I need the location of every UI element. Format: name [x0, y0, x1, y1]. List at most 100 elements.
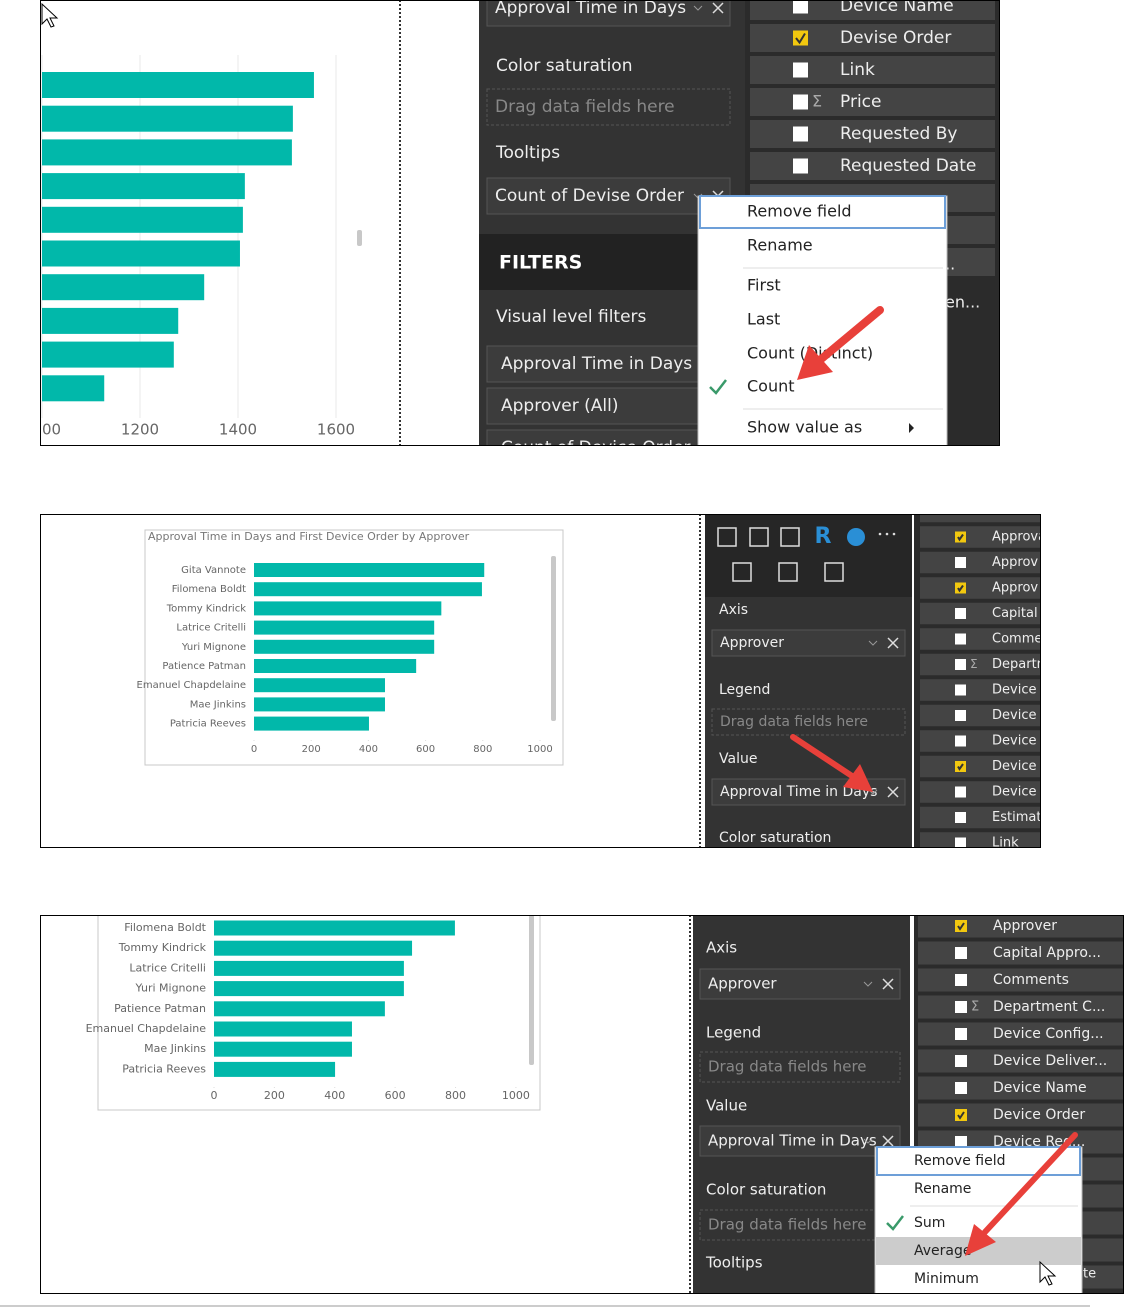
dropdown-icon[interactable] — [863, 981, 873, 987]
checkbox[interactable] — [793, 62, 808, 78]
field-well[interactable] — [711, 629, 906, 657]
well-label: Tooltips — [495, 143, 560, 163]
remove-icon[interactable] — [882, 978, 894, 990]
field-row[interactable] — [920, 806, 1041, 829]
field-row[interactable] — [920, 704, 1041, 727]
field-row[interactable] — [918, 915, 1124, 938]
checkbox[interactable] — [955, 974, 967, 986]
checkbox[interactable] — [955, 684, 966, 696]
dropdown-icon[interactable] — [693, 5, 703, 11]
field-row[interactable] — [918, 1076, 1124, 1100]
dropdown-icon[interactable] — [868, 640, 878, 646]
menu-item[interactable]: Rename — [747, 236, 813, 255]
checkbox[interactable] — [955, 710, 966, 721]
menu-item[interactable]: Rename — [914, 1181, 971, 1197]
field-row[interactable] — [918, 968, 1124, 992]
checkbox[interactable] — [955, 812, 966, 823]
field-row[interactable] — [750, 24, 995, 52]
y-tick-label: Patricia Reeves — [170, 719, 246, 730]
field-row[interactable] — [920, 551, 1041, 574]
field-label: Device ( — [992, 759, 1046, 774]
menu-item[interactable]: Show value as — [747, 418, 862, 437]
toolbar-icon[interactable] — [847, 528, 865, 546]
menu-item[interactable]: First — [747, 276, 781, 295]
x-tick-label: 800 — [445, 1089, 466, 1102]
field-row[interactable] — [920, 526, 1041, 548]
checkbox[interactable] — [955, 1028, 967, 1040]
well-label: Value — [719, 751, 757, 767]
field-well[interactable] — [486, 429, 731, 466]
checkbox[interactable] — [955, 735, 966, 747]
checkbox[interactable] — [955, 633, 966, 645]
field-row[interactable] — [920, 577, 1041, 599]
menu-item[interactable]: Sum — [914, 1215, 945, 1231]
field-well[interactable] — [486, 387, 731, 425]
remove-icon[interactable] — [712, 2, 724, 14]
field-row[interactable] — [918, 995, 1124, 1019]
bar — [42, 240, 240, 267]
toolbar-icon[interactable] — [749, 527, 769, 547]
checkbox[interactable] — [955, 659, 966, 670]
toolbar-icon[interactable] — [780, 527, 800, 547]
field-row[interactable] — [750, 152, 995, 180]
checkbox[interactable] — [955, 557, 966, 568]
remove-icon[interactable] — [887, 637, 899, 649]
field-well[interactable] — [711, 778, 906, 806]
canvas — [40, 915, 690, 1294]
menu-item[interactable]: Last — [747, 310, 780, 329]
checkbox[interactable] — [955, 1001, 967, 1013]
field-row[interactable] — [920, 781, 1041, 803]
field-row[interactable] — [920, 832, 1041, 854]
field-row[interactable] — [918, 1049, 1124, 1073]
bar — [214, 960, 404, 976]
menu-item[interactable]: Remove field — [914, 1153, 1005, 1169]
field-well[interactable] — [486, 0, 731, 27]
scrollbar — [357, 230, 362, 246]
checkbox[interactable] — [955, 1082, 967, 1094]
well-label: Value — [706, 1097, 747, 1115]
toolbar-icon[interactable] — [732, 562, 752, 582]
field-row[interactable] — [920, 628, 1041, 650]
field-row[interactable] — [920, 755, 1041, 778]
menu-item[interactable]: Count — [747, 377, 795, 396]
checkbox[interactable] — [955, 1055, 967, 1067]
field-row[interactable] — [750, 120, 995, 148]
menu-item[interactable]: Average — [914, 1243, 972, 1259]
checkbox[interactable] — [793, 30, 808, 46]
checkbox[interactable] — [793, 126, 808, 142]
dropdown-icon[interactable] — [863, 1138, 873, 1144]
checkbox[interactable] — [955, 786, 966, 798]
field-well[interactable] — [486, 177, 731, 215]
field-row[interactable] — [918, 1103, 1124, 1127]
remove-icon[interactable] — [887, 786, 899, 798]
field-row[interactable] — [920, 602, 1041, 625]
checkbox[interactable] — [955, 947, 967, 959]
field-row[interactable] — [750, 0, 995, 20]
field-row[interactable] — [920, 730, 1041, 752]
x-tick-label: 600 — [416, 744, 435, 755]
remove-icon[interactable] — [882, 1135, 894, 1147]
scrollbar — [529, 915, 534, 1065]
checkbox[interactable] — [793, 158, 808, 174]
toolbar-icon[interactable] — [824, 562, 844, 582]
field-well[interactable] — [486, 345, 731, 383]
field-row[interactable] — [750, 56, 995, 84]
field-row[interactable] — [920, 679, 1041, 701]
menu-item[interactable]: Minimum — [914, 1271, 979, 1287]
checkbox[interactable] — [793, 0, 808, 14]
field-row[interactable] — [920, 653, 1041, 676]
field-name: Approval Time in Days — [495, 0, 686, 18]
menu-item[interactable]: Remove field — [747, 202, 852, 221]
toolbar-r[interactable]: R — [815, 524, 832, 549]
toolbar-icon[interactable] — [717, 527, 737, 547]
checkbox[interactable] — [955, 837, 966, 849]
checkbox[interactable] — [955, 1136, 967, 1148]
field-row[interactable] — [918, 1022, 1124, 1046]
field-row[interactable] — [750, 88, 995, 116]
toolbar-icon[interactable] — [778, 562, 798, 582]
check — [957, 1111, 965, 1120]
x-tick-label: 200 — [302, 744, 321, 755]
checkbox[interactable] — [793, 94, 808, 110]
field-row[interactable] — [918, 941, 1124, 965]
checkbox[interactable] — [955, 608, 966, 619]
